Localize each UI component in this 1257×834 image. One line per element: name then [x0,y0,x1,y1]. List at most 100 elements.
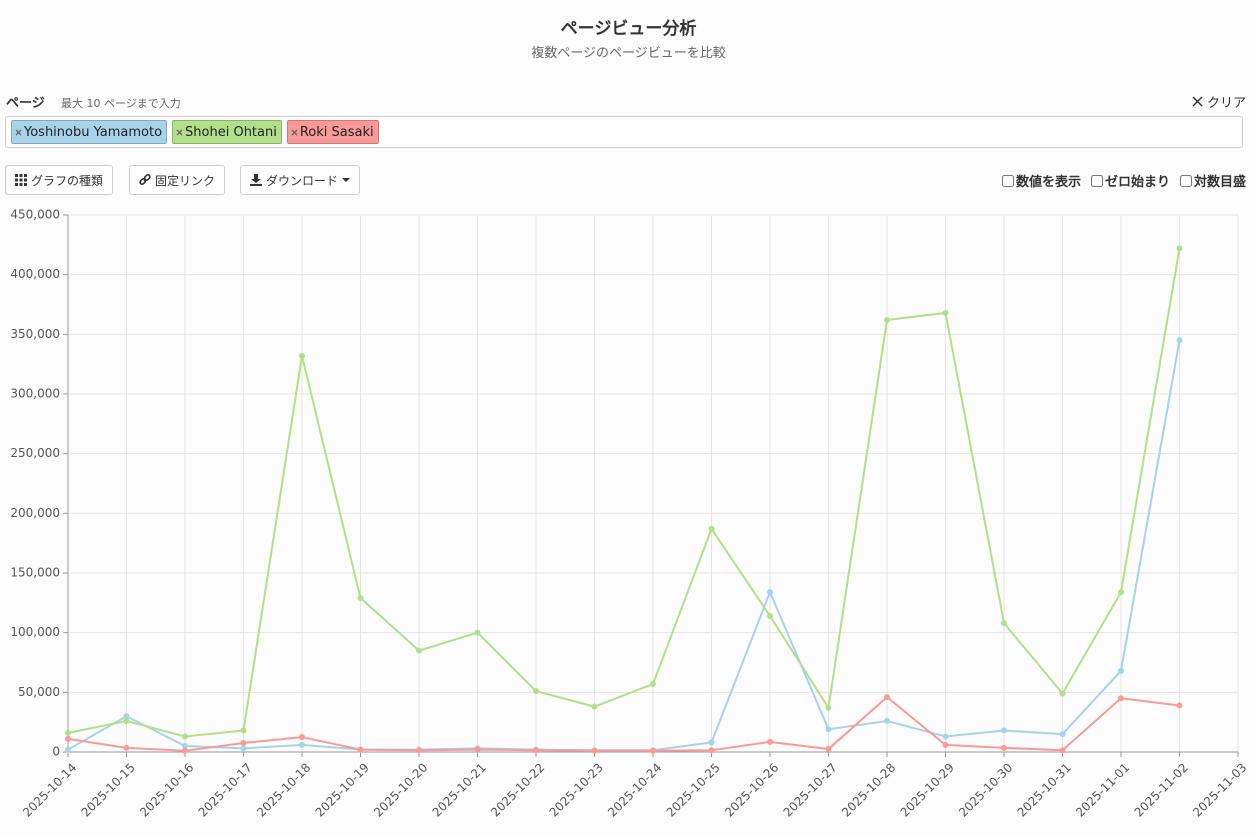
data-point [240,727,247,734]
y-tick-label: 100,000 [10,625,60,639]
button-label: グラフの種類 [31,173,104,188]
data-point [240,745,247,752]
button-label: 固定リンク [155,173,216,188]
grid-icon [15,174,27,186]
page-title: ページビュー分析 [560,19,697,39]
data-point [357,595,364,602]
remove-icon[interactable] [15,129,22,136]
data-point [650,680,656,687]
x-tick-label: 2025-10-24 [605,760,664,819]
x-tick-label: 2025-11-03 [1190,760,1249,819]
data-point [474,746,481,753]
x-tick-label: 2025-10-27 [781,760,840,819]
data-point [767,589,773,596]
y-tick-label: 400,000 [10,267,60,281]
data-point [182,747,188,754]
y-tick-label: 300,000 [10,387,60,401]
data-point [357,746,364,753]
data-point [591,703,598,710]
options: 数値を表示 ゼロ始まり 対数目盛 [1001,171,1246,190]
x-tick-label: 2025-11-02 [1132,760,1191,819]
data-point [533,688,539,695]
data-point [533,747,539,754]
remove-icon[interactable] [291,129,298,136]
page-tag[interactable]: Shohei Ohtani [172,120,282,144]
y-tick-label: 50,000 [18,685,60,699]
x-tick-label: 2025-10-21 [430,760,489,819]
data-point [182,743,188,750]
option[interactable]: 数値を表示 [1001,171,1081,190]
permalink-button[interactable]: 固定リンク [129,165,226,195]
series-line [67,695,1180,752]
data-point [825,746,832,753]
data-point [942,733,949,740]
x-tick-label: 2025-10-20 [371,760,430,819]
data-point [884,694,890,701]
x-tick-label: 2025-10-26 [722,760,781,819]
clear-label: クリア [1206,96,1246,111]
data-point [708,747,715,754]
option-checkbox[interactable] [1179,174,1192,187]
pages-hint: 最大 10 ページまで入力 [61,97,181,110]
data-point [182,733,188,740]
data-point [416,647,422,654]
option-label: 数値を表示 [1015,175,1081,190]
page-tag[interactable]: Roki Sasaki [286,120,379,144]
button-label: ダウンロード [266,173,339,188]
option[interactable]: 対数目盛 [1179,171,1246,190]
remove-icon[interactable] [176,129,183,136]
y-tick-label: 350,000 [10,327,60,341]
x-tick-label: 2025-11-01 [1073,760,1132,819]
data-point [240,740,247,747]
data-point [123,744,130,751]
data-point [65,729,71,736]
data-point [708,525,715,532]
page-tag[interactable]: Yoshinobu Yamamoto [11,120,168,144]
option-checkbox[interactable] [1090,174,1103,187]
option[interactable]: ゼロ始まり [1090,171,1170,190]
data-point [299,352,305,359]
data-point [299,734,305,741]
data-point [767,738,773,745]
caret-icon [342,177,351,182]
link-icon [139,174,151,186]
data-point [650,747,656,754]
data-point [1059,747,1066,754]
x-tick-label: 2025-10-17 [196,760,255,819]
option-checkbox[interactable] [1001,174,1014,187]
data-point [1118,667,1124,674]
download-button[interactable]: ダウンロード [240,165,361,195]
x-tick-label: 2025-10-23 [547,760,606,819]
x-tick-label: 2025-10-16 [137,760,196,819]
page-subtitle: 複数ページのページビューを比較 [531,46,726,61]
data-point [474,629,481,636]
data-point [1001,620,1007,627]
y-tick-label: 250,000 [10,446,60,460]
data-point [1176,337,1183,344]
tag-label: Roki Sasaki [299,124,374,140]
clear-button[interactable]: クリア [1192,92,1246,111]
data-point [884,717,890,724]
data-point [65,746,71,753]
data-point [591,747,598,754]
data-point [884,317,890,324]
y-tick-label: 150,000 [10,566,60,580]
x-tick-label: 2025-10-25 [664,760,723,819]
y-tick-label: 0 [52,745,60,759]
pages-label: ページ [6,96,45,111]
x-tick-label: 2025-10-15 [79,760,138,819]
data-point [1059,731,1066,738]
x-tick-label: 2025-10-31 [1015,760,1074,819]
tag-label: Shohei Ohtani [185,124,277,140]
x-tick-label: 2025-10-22 [488,760,547,819]
data-point [1001,744,1007,751]
page-input[interactable]: Yoshinobu Yamamoto Shohei Ohtani Roki Sasa… [5,116,1243,148]
x-tick-label: 2025-10-30 [956,760,1015,819]
data-point [1118,589,1124,596]
data-point [1059,690,1066,697]
data-point [942,741,949,748]
chart-type-button[interactable]: グラフの種類 [5,165,114,195]
y-tick-label: 450,000 [10,208,60,222]
download-icon [250,174,262,186]
